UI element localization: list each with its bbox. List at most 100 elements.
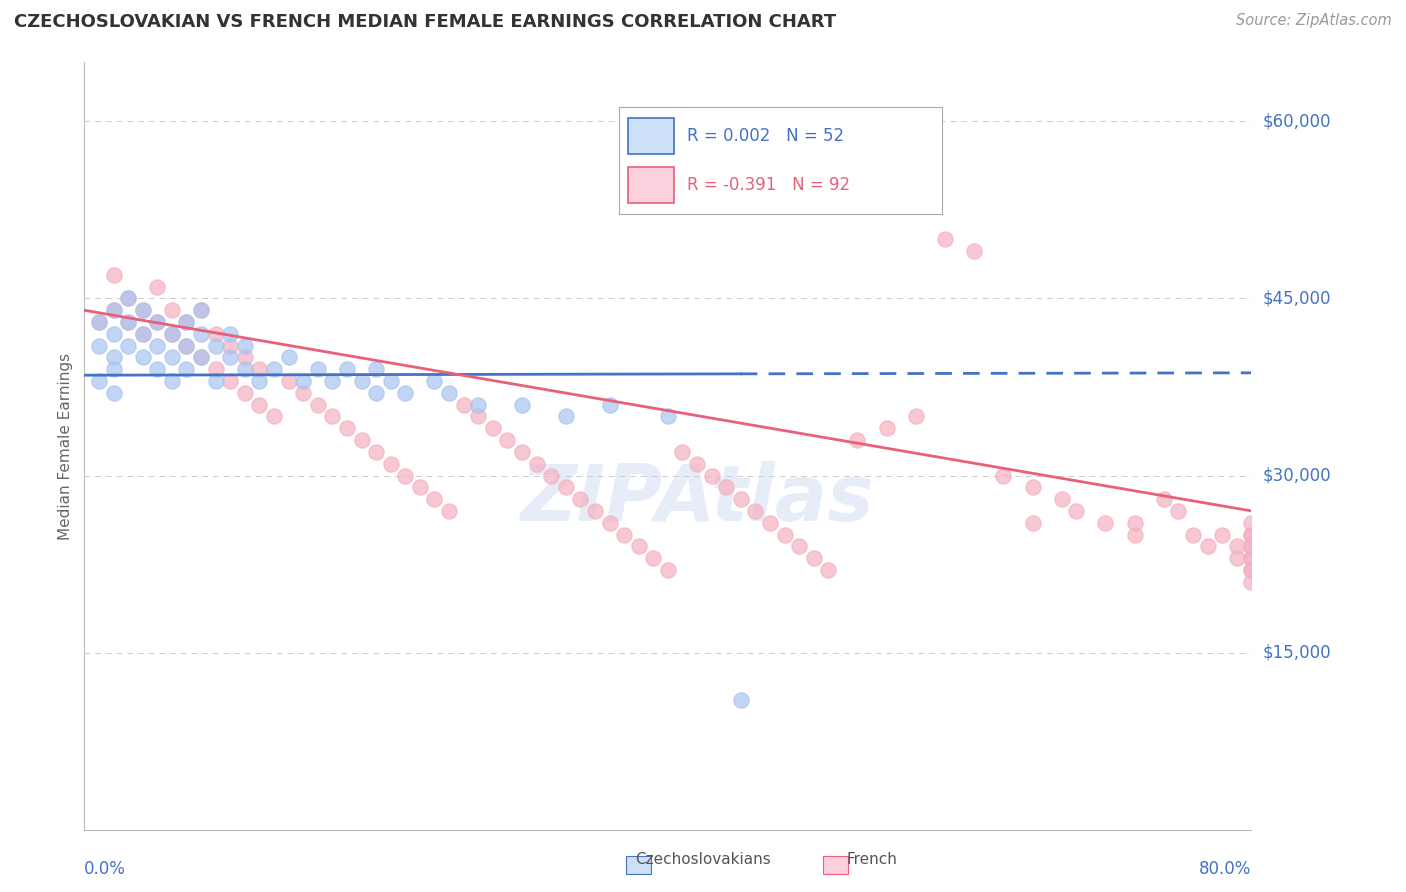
Point bbox=[321, 374, 343, 388]
Point bbox=[569, 492, 592, 507]
Point bbox=[336, 421, 359, 435]
Point bbox=[657, 409, 679, 424]
Point bbox=[103, 385, 125, 400]
Point bbox=[190, 326, 212, 341]
Point bbox=[686, 457, 709, 471]
Point bbox=[204, 326, 226, 341]
Point bbox=[773, 527, 796, 541]
Point bbox=[510, 398, 533, 412]
Point bbox=[744, 504, 766, 518]
Point bbox=[146, 315, 169, 329]
Point bbox=[190, 303, 212, 318]
Point bbox=[321, 409, 343, 424]
Point bbox=[1153, 492, 1175, 507]
Point bbox=[132, 303, 155, 318]
Point bbox=[117, 292, 139, 306]
Point bbox=[249, 374, 271, 388]
Point bbox=[1066, 504, 1088, 518]
Point bbox=[87, 315, 110, 329]
Point bbox=[730, 492, 752, 507]
Point bbox=[554, 480, 576, 494]
Point bbox=[1021, 516, 1043, 530]
Point bbox=[787, 539, 810, 553]
Point bbox=[233, 362, 256, 376]
Point bbox=[510, 445, 533, 459]
Point bbox=[87, 315, 110, 329]
Point bbox=[204, 339, 226, 353]
Text: R = 0.002   N = 52: R = 0.002 N = 52 bbox=[686, 127, 844, 145]
Text: French: French bbox=[846, 852, 897, 867]
Point bbox=[219, 339, 242, 353]
Point bbox=[409, 480, 432, 494]
Point bbox=[1226, 551, 1249, 566]
Point bbox=[380, 457, 402, 471]
Point bbox=[176, 339, 198, 353]
Point bbox=[583, 504, 606, 518]
Point bbox=[204, 362, 226, 376]
Point bbox=[103, 303, 125, 318]
Point bbox=[292, 374, 315, 388]
Point bbox=[380, 374, 402, 388]
Point bbox=[730, 692, 752, 706]
Point bbox=[103, 303, 125, 318]
Text: 80.0%: 80.0% bbox=[1199, 860, 1251, 878]
Point bbox=[759, 516, 782, 530]
Point bbox=[1123, 527, 1146, 541]
Point bbox=[190, 351, 212, 365]
FancyBboxPatch shape bbox=[628, 167, 673, 203]
Point bbox=[1021, 480, 1043, 494]
Point bbox=[249, 398, 271, 412]
Point bbox=[993, 468, 1015, 483]
Point bbox=[934, 232, 956, 246]
Point bbox=[963, 244, 986, 259]
Point bbox=[132, 303, 155, 318]
Point bbox=[846, 433, 869, 447]
Text: $60,000: $60,000 bbox=[1263, 112, 1331, 130]
Point bbox=[1240, 516, 1263, 530]
Point bbox=[87, 374, 110, 388]
Point bbox=[336, 362, 359, 376]
Point bbox=[700, 468, 723, 483]
Point bbox=[277, 374, 299, 388]
Text: CZECHOSLOVAKIAN VS FRENCH MEDIAN FEMALE EARNINGS CORRELATION CHART: CZECHOSLOVAKIAN VS FRENCH MEDIAN FEMALE … bbox=[14, 13, 837, 31]
Point bbox=[643, 551, 665, 566]
Point bbox=[554, 409, 576, 424]
Point bbox=[423, 374, 446, 388]
Point bbox=[1197, 539, 1219, 553]
Point bbox=[103, 362, 125, 376]
Point bbox=[366, 362, 388, 376]
Point bbox=[1094, 516, 1116, 530]
Point bbox=[1240, 563, 1263, 577]
Point bbox=[249, 362, 271, 376]
Point bbox=[219, 374, 242, 388]
Point bbox=[160, 326, 183, 341]
Point bbox=[627, 539, 650, 553]
Point bbox=[817, 563, 839, 577]
Point bbox=[87, 339, 110, 353]
Point bbox=[176, 315, 198, 329]
Point bbox=[423, 492, 446, 507]
Point bbox=[176, 362, 198, 376]
Point bbox=[1240, 527, 1263, 541]
Point bbox=[233, 339, 256, 353]
Point bbox=[263, 409, 285, 424]
Point bbox=[1123, 516, 1146, 530]
Point bbox=[1182, 527, 1205, 541]
Point bbox=[1240, 527, 1263, 541]
Point bbox=[496, 433, 519, 447]
Point bbox=[219, 351, 242, 365]
Point bbox=[204, 374, 226, 388]
Text: ZIPAtlas: ZIPAtlas bbox=[520, 461, 873, 537]
Point bbox=[263, 362, 285, 376]
Text: R = -0.391   N = 92: R = -0.391 N = 92 bbox=[686, 177, 849, 194]
Point bbox=[1167, 504, 1189, 518]
Point bbox=[1240, 539, 1263, 553]
FancyBboxPatch shape bbox=[628, 118, 673, 154]
Point bbox=[467, 398, 489, 412]
Point bbox=[233, 351, 256, 365]
Text: Czechoslovakians: Czechoslovakians bbox=[636, 852, 770, 867]
Point bbox=[160, 351, 183, 365]
Point bbox=[146, 279, 169, 293]
Point bbox=[1240, 551, 1263, 566]
Point bbox=[1240, 551, 1263, 566]
